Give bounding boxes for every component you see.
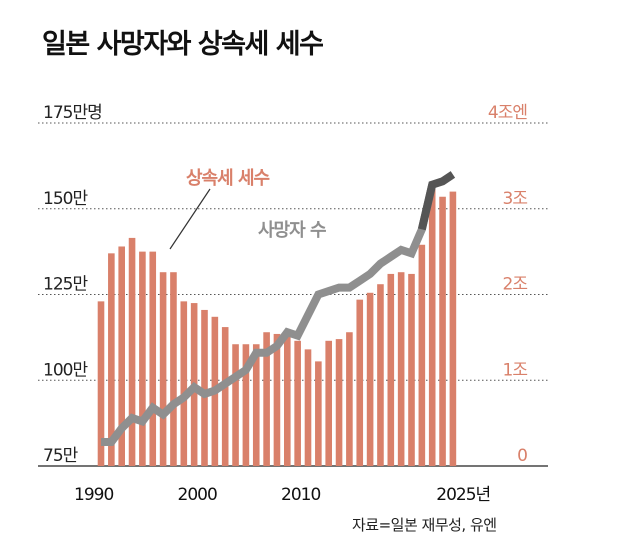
bar-2015 [356,299,364,466]
bar-2023 [439,196,446,466]
bar-1997 [170,272,177,466]
annotation-bg [252,214,358,242]
bar-2019 [397,272,405,466]
bar-2002 [221,327,229,466]
x-tick-label: 1990 [74,485,113,505]
bar-2006 [263,332,270,466]
bar-1994 [139,251,146,466]
annotation-deaths: 사망자 수 [258,220,326,241]
right-tick-label: 4조엔 [488,103,527,123]
bars-inheritance-tax [97,184,457,467]
x-tick-label: 2000 [178,485,217,505]
chart-title: 일본 사망자와 상속세 세수 [42,29,324,60]
bar-1990 [97,301,105,466]
right-tick-label: 0 [517,446,527,466]
source-note: 자료=일본 재무성, 유엔 [352,516,497,534]
left-tick-label: 75만 [43,446,79,466]
bar-1996 [159,272,167,466]
bar-2016 [366,292,374,466]
right-tick-label: 2조 [503,275,528,295]
line-deaths [101,171,456,446]
bar-1998 [180,301,188,466]
bar-2012 [325,340,332,466]
bar-2010 [304,349,312,466]
bar-2003 [232,344,239,466]
bar-2007 [273,333,281,466]
bar-2017 [377,284,384,466]
bar-2004 [242,344,250,466]
x-tick-label: 2025년 [436,485,490,505]
bar-1992 [118,246,125,466]
line-deaths-recent [417,171,456,231]
line-deaths-main [101,183,437,446]
left-tick-label: 175만명 [43,103,102,123]
bar-2024 [449,191,457,466]
left-tick-label: 125만 [43,275,88,295]
axis-labels: 175만명 150만 125만 100만 75만 4조엔 3조 2조 1조 0 1990 2000 20… [43,103,528,505]
right-tick-label: 3조 [503,189,528,209]
bar-2018 [387,273,395,466]
x-tick-label: 2010 [281,485,320,505]
bar-2009 [294,340,301,466]
left-tick-label: 100만 [43,360,88,380]
bar-2020 [408,273,415,466]
bar-2005 [252,344,260,466]
annotation-inheritance-tax: 상속세 세수 [186,168,270,189]
bar-2011 [315,361,322,466]
bar-2014 [346,332,353,466]
bar-2022 [428,184,436,467]
right-tick-label: 1조 [503,360,528,380]
bar-1995 [149,251,157,466]
bar-2021 [418,244,426,466]
bar-2008 [284,335,291,466]
bar-2000 [201,309,208,466]
annotation-leader-line [169,188,211,250]
bar-1991 [108,253,115,466]
bar-2013 [335,339,343,466]
left-tick-label: 150만 [43,189,88,209]
bar-1993 [128,237,136,466]
